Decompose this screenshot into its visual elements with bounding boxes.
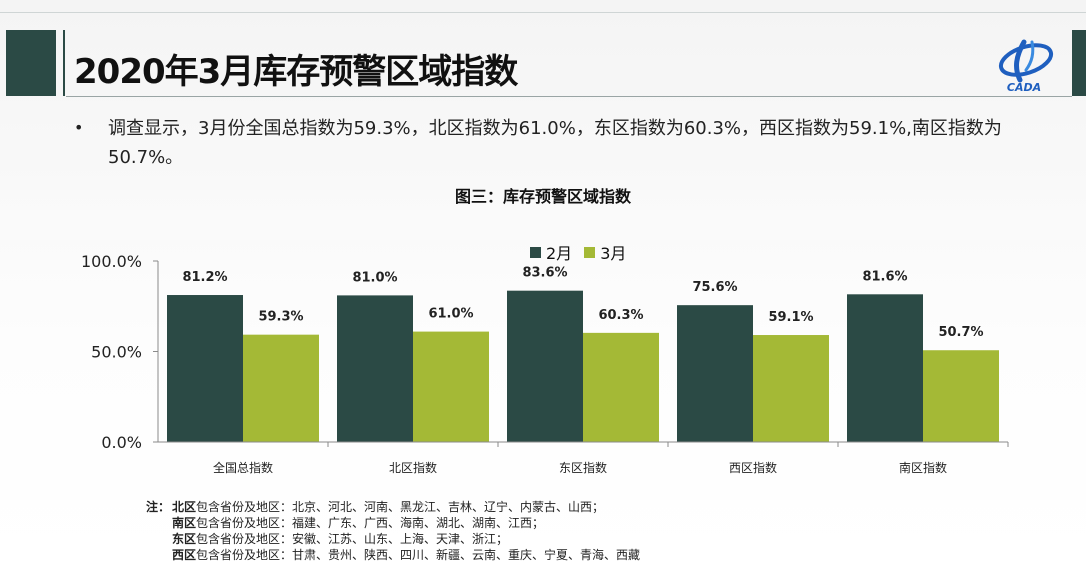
note-text: 包含省份及地区：福建、广东、广西、海南、湖北、湖南、江西； bbox=[196, 516, 545, 530]
note-region: 南区 bbox=[172, 516, 197, 530]
bar-feb bbox=[677, 305, 753, 442]
data-label: 61.0% bbox=[428, 307, 473, 322]
note-row: 南区 包含省份及地区：福建、广东、广西、海南、湖北、湖南、江西； bbox=[146, 515, 640, 531]
bar-chart: 0.0% 50.0% 100.0% 81.2% 59.3% 全国总指数 81.0% 61.0%… bbox=[81, 252, 1009, 475]
note-text: 包含省份及地区：甘肃、贵州、陕西、四川、新疆、云南、重庆、宁夏、青海、西藏 bbox=[196, 548, 641, 562]
data-label: 59.1% bbox=[768, 310, 813, 325]
header-accent-right bbox=[1072, 30, 1086, 96]
category-label: 西区指数 bbox=[729, 460, 777, 475]
data-label: 60.3% bbox=[598, 308, 643, 323]
data-label: 59.3% bbox=[258, 310, 303, 325]
y-tick-label: 50.0% bbox=[91, 343, 142, 362]
note-row: 东区 包含省份及地区：安徽、江苏、山东、上海、天津、浙江； bbox=[146, 531, 640, 547]
header-accent-block bbox=[6, 30, 56, 96]
data-label: 81.0% bbox=[352, 270, 397, 285]
note-region: 东区 bbox=[172, 532, 197, 546]
data-label: 83.6% bbox=[522, 266, 567, 281]
note-row: 西区 包含省份及地区：甘肃、贵州、陕西、四川、新疆、云南、重庆、宁夏、青海、西藏 bbox=[146, 547, 640, 563]
data-label: 75.6% bbox=[692, 280, 737, 295]
title-underline bbox=[66, 96, 1072, 97]
legend-label-feb: 2月 bbox=[546, 244, 573, 263]
category-label: 东区指数 bbox=[559, 460, 607, 475]
legend-label-mar: 3月 bbox=[600, 244, 627, 263]
bar-mar bbox=[583, 332, 659, 442]
note-region: 西区 bbox=[172, 548, 197, 562]
bar-mar bbox=[923, 350, 999, 442]
bar-mar bbox=[413, 331, 489, 442]
y-tick-label: 0.0% bbox=[101, 433, 142, 452]
bar-feb bbox=[337, 295, 413, 442]
data-label: 50.7% bbox=[938, 325, 983, 340]
svg-text:CADA: CADA bbox=[1007, 81, 1041, 94]
legend-item-feb: 2月 bbox=[530, 240, 572, 264]
y-tick-label: 100.0% bbox=[81, 252, 142, 271]
legend-swatch-feb bbox=[530, 246, 541, 258]
bar-mar bbox=[753, 335, 829, 442]
category-label: 全国总指数 bbox=[213, 460, 273, 475]
chart-title: 图三：库存预警区域指数 bbox=[454, 187, 631, 206]
cada-logo-icon: CADA bbox=[998, 39, 1054, 94]
category-label: 北区指数 bbox=[389, 460, 437, 475]
legend-swatch-mar bbox=[584, 246, 596, 258]
summary-bullet: • bbox=[74, 118, 84, 137]
summary-text: 调查显示，3月份全国总指数为59.3%，北区指数为61.0%，东区指数为60.3… bbox=[108, 118, 1002, 168]
note-region: 北区 bbox=[172, 500, 197, 514]
top-divider-line bbox=[0, 12, 1086, 13]
bar-feb bbox=[507, 290, 583, 442]
note-text: 包含省份及地区：北京、河北、河南、黑龙江、吉林、辽宁、内蒙古、山西； bbox=[196, 500, 605, 514]
bar-mar bbox=[243, 334, 319, 442]
bar-feb bbox=[847, 294, 923, 442]
data-label: 81.6% bbox=[862, 269, 907, 284]
legend-item-mar: 3月 bbox=[584, 240, 626, 264]
bar-feb bbox=[167, 295, 243, 442]
page-title: 2020年3月库存预警区域指数 bbox=[74, 52, 518, 92]
data-label: 81.2% bbox=[182, 270, 227, 285]
note-text: 包含省份及地区：安徽、江苏、山东、上海、天津、浙江； bbox=[196, 532, 509, 546]
notes-prefix: 注： bbox=[146, 500, 171, 514]
note-row: 注： 北区 包含省份及地区：北京、河北、河南、黑龙江、吉林、辽宁、内蒙古、山西； bbox=[146, 499, 640, 515]
chart-legend: 2月 3月 bbox=[530, 240, 634, 264]
category-label: 南区指数 bbox=[899, 460, 947, 475]
header-accent-line bbox=[63, 30, 65, 96]
notes-block: 注： 北区 包含省份及地区：北京、河北、河南、黑龙江、吉林、辽宁、内蒙古、山西；… bbox=[146, 499, 640, 563]
